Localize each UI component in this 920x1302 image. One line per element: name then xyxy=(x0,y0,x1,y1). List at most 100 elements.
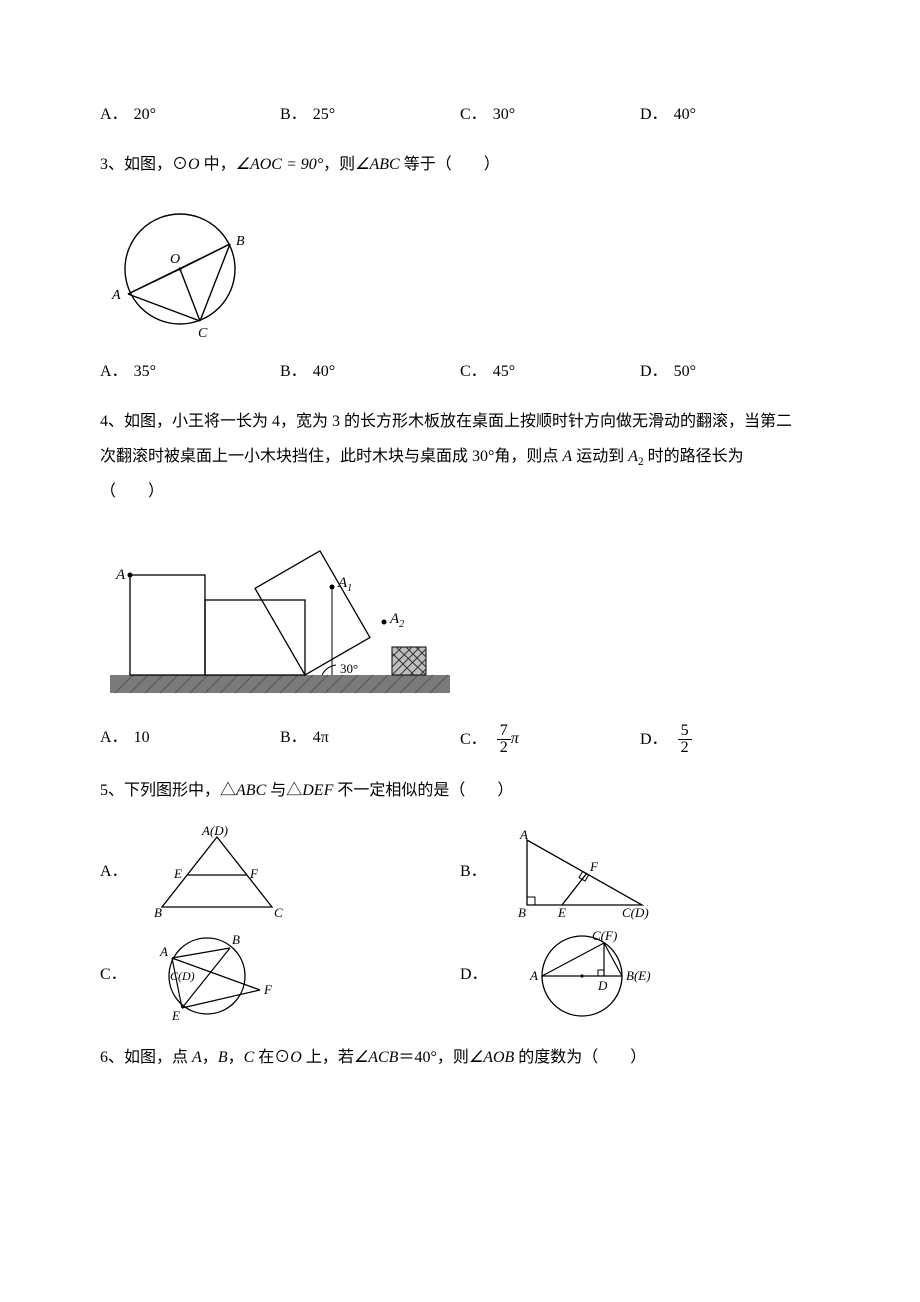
option-label: B． xyxy=(280,363,307,380)
text: ， xyxy=(202,1049,218,1066)
q5-option-A: A． A(D) E F B C xyxy=(100,825,460,920)
svg-text:C(D): C(D) xyxy=(622,905,649,920)
svg-text:A: A xyxy=(519,827,528,842)
q4-option-B: B．4π xyxy=(280,723,460,756)
option-label: A． xyxy=(100,729,128,746)
label-O: O xyxy=(170,252,180,267)
math-var: A xyxy=(628,448,638,465)
text: 次翻滚时被桌面上一小木块挡住，此时木块与桌面成 30°角，则点 xyxy=(100,448,562,465)
text: 6、如图，点 xyxy=(100,1049,192,1066)
option-label: C． xyxy=(460,731,487,748)
q2-option-B: B．25° xyxy=(280,100,460,130)
option-text: 35° xyxy=(134,363,156,380)
svg-text:B: B xyxy=(154,905,162,920)
option-text: 50° xyxy=(674,363,696,380)
option-text: 20° xyxy=(134,106,156,123)
q3-options: A．35° B． 40° C．45° D． 50° xyxy=(100,357,820,387)
option-label: C． xyxy=(460,363,487,380)
numerator: 7 xyxy=(497,723,511,740)
option-label: D． xyxy=(460,960,480,990)
q4-stem-l3: （ ） xyxy=(100,477,820,507)
label-B: B xyxy=(236,234,245,249)
option-label: B． xyxy=(280,106,307,123)
q2-option-D: D． 40° xyxy=(640,100,820,130)
q5-figA: A(D) E F B C xyxy=(142,825,292,920)
svg-text:E: E xyxy=(171,1008,180,1023)
q3-svg: O A B C xyxy=(100,199,270,339)
q3-option-B: B． 40° xyxy=(280,357,460,387)
q4-options: A．10 B．4π C． 72π D． 52 xyxy=(100,723,820,756)
option-label: D． xyxy=(640,106,668,123)
q5-figD: C(F) A D B(E) xyxy=(502,928,672,1023)
option-text: 40° xyxy=(313,363,335,380)
svg-text:E: E xyxy=(173,866,182,881)
text: 上，若 xyxy=(302,1049,354,1066)
svg-text:C(F): C(F) xyxy=(592,928,617,943)
label-A2: A2 xyxy=(389,611,404,630)
svg-text:B(E): B(E) xyxy=(626,968,651,983)
text: 时的路径长为 xyxy=(644,448,744,465)
math-var: A xyxy=(562,448,572,465)
numerator: 5 xyxy=(678,723,692,740)
q3-stem: 3、如图，⊙O 中，∠AOC = 90°，则∠ABC 等于（ ） xyxy=(100,150,820,180)
q3-option-C: C．45° xyxy=(460,357,640,387)
option-text: 30° xyxy=(493,106,515,123)
text: ， xyxy=(228,1049,244,1066)
svg-text:F: F xyxy=(589,859,599,874)
text: ，则 xyxy=(323,156,355,173)
text: 3、如图，⊙ xyxy=(100,156,188,173)
q5-stem: 5、下列图形中，△ABC 与△DEF 不一定相似的是（ ） xyxy=(100,776,820,806)
q4-option-C: C． 72π xyxy=(460,723,640,756)
svg-text:C(D): C(D) xyxy=(170,969,195,983)
math-expr: ∠ABC xyxy=(355,156,400,173)
fraction: 52 xyxy=(678,723,692,756)
svg-text:A: A xyxy=(159,944,168,959)
math-expr: ∠AOB xyxy=(469,1049,514,1066)
q5-figB: A F B E C(D) xyxy=(502,825,662,920)
angle-label: 30° xyxy=(340,661,358,676)
math-expr: ∠ACB xyxy=(354,1049,399,1066)
q4-figure: A A1 A2 3 xyxy=(100,525,820,705)
svg-text:C: C xyxy=(274,905,283,920)
label-A1: A1 xyxy=(337,575,352,594)
text: 中， xyxy=(200,156,236,173)
math-var: A xyxy=(192,1049,202,1066)
q3-figure: O A B C xyxy=(100,199,820,339)
q6-stem: 6、如图，点 A，B，C 在⊙O 上，若∠ACB＝40°，则∠AOB 的度数为（… xyxy=(100,1043,820,1073)
svg-text:B: B xyxy=(232,932,240,947)
q4-svg: A A1 A2 3 xyxy=(100,525,460,705)
q5-option-D: D． C(F) A D B(E) xyxy=(460,928,820,1023)
svg-text:F: F xyxy=(249,866,259,881)
fraction: 72 xyxy=(497,723,511,756)
q2-option-C: C． 30° xyxy=(460,100,640,130)
svg-text:F: F xyxy=(263,982,273,997)
option-label: C． xyxy=(100,960,120,990)
svg-text:B: B xyxy=(518,905,526,920)
text: 与△ xyxy=(266,782,302,799)
text: 的度数为（ ） xyxy=(514,1049,646,1066)
option-text: 40° xyxy=(674,106,696,123)
q2-options: A．20° B．25° C． 30° D． 40° xyxy=(100,100,820,130)
svg-text:D: D xyxy=(597,978,608,993)
q3-option-A: A．35° xyxy=(100,357,280,387)
math-var: DEF xyxy=(302,782,333,799)
q5-option-B: B． A F B E C(D) xyxy=(460,825,820,920)
option-label: D． xyxy=(640,363,668,380)
q5-options-row2: C． A B C(D) E F D． xyxy=(100,928,820,1023)
q2-option-A: A．20° xyxy=(100,100,280,130)
math-var: B xyxy=(218,1049,228,1066)
denominator: 2 xyxy=(497,740,511,756)
option-label: D． xyxy=(640,731,668,748)
math-var: O xyxy=(188,156,200,173)
text: 等于（ ） xyxy=(400,156,500,173)
q5-options-row1: A． A(D) E F B C B． A F B E C( xyxy=(100,825,820,920)
math-expr: ∠AOC = 90° xyxy=(236,156,324,173)
math-var: C xyxy=(244,1049,255,1066)
math-var: O xyxy=(290,1049,302,1066)
option-label: C． xyxy=(460,106,487,123)
option-text: 10 xyxy=(134,729,150,746)
svg-text:E: E xyxy=(557,905,566,920)
q5-figC: A B C(D) E F xyxy=(142,928,292,1023)
q4-option-A: A． 10 xyxy=(100,723,280,756)
text: 在⊙ xyxy=(254,1049,290,1066)
